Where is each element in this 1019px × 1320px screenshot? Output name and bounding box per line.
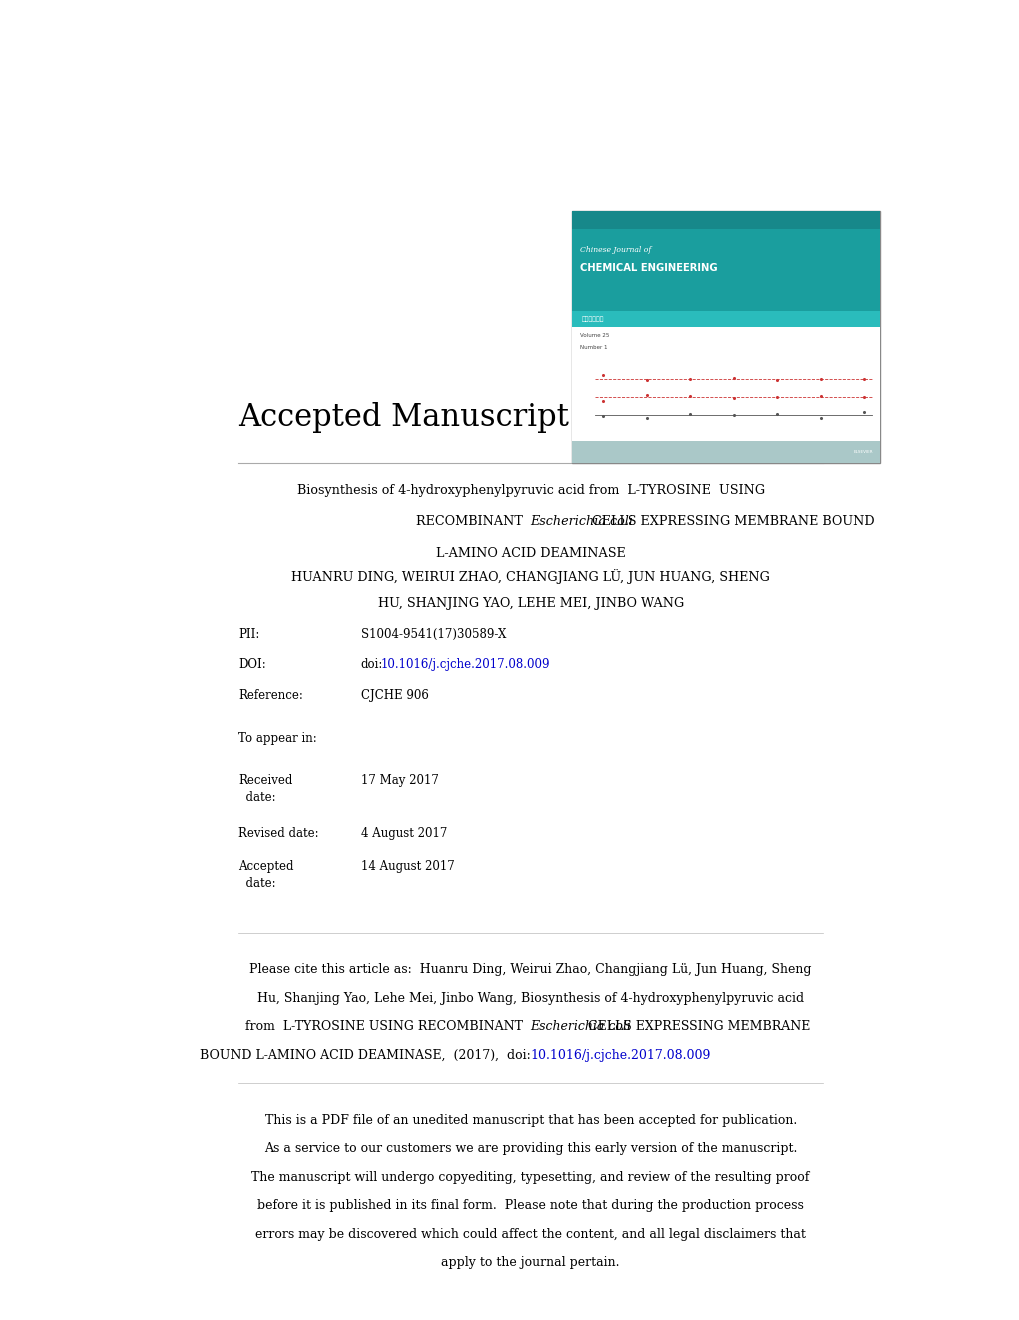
FancyBboxPatch shape <box>572 211 879 327</box>
Text: CELLS EXPRESSING MEMBRANE: CELLS EXPRESSING MEMBRANE <box>580 1020 810 1034</box>
Point <box>682 368 698 389</box>
Text: doi:: doi: <box>361 659 383 672</box>
FancyBboxPatch shape <box>572 441 879 463</box>
Text: To appear in:: To appear in: <box>238 731 317 744</box>
Text: The manuscript will undergo copyediting, typesetting, and review of the resultin: The manuscript will undergo copyediting,… <box>252 1171 809 1184</box>
Point <box>682 385 698 407</box>
Text: Biosynthesis of 4-hydroxyphenylpyruvic acid from  L-TYROSINE  USING: Biosynthesis of 4-hydroxyphenylpyruvic a… <box>297 483 764 496</box>
Text: 10.1016/j.cjche.2017.08.009: 10.1016/j.cjche.2017.08.009 <box>380 659 549 672</box>
Point <box>682 404 698 425</box>
Text: Accepted Manuscript: Accepted Manuscript <box>238 403 569 433</box>
FancyBboxPatch shape <box>572 310 879 327</box>
Text: Please cite this article as:  Huanru Ding, Weirui Zhao, Changjiang Lü, Jun Huang: Please cite this article as: Huanru Ding… <box>250 964 811 977</box>
Point <box>812 408 828 429</box>
Text: As a service to our customers we are providing this early version of the manuscr: As a service to our customers we are pro… <box>264 1142 797 1155</box>
Text: HU, SHANJING YAO, LEHE MEI, JINBO WANG: HU, SHANJING YAO, LEHE MEI, JINBO WANG <box>377 598 683 610</box>
Point <box>812 385 828 407</box>
Point <box>725 388 741 409</box>
Point <box>725 367 741 388</box>
Point <box>855 387 871 408</box>
Point <box>855 401 871 422</box>
Text: DOI:: DOI: <box>238 659 266 672</box>
Text: CHEMICAL ENGINEERING: CHEMICAL ENGINEERING <box>579 263 716 273</box>
Text: This is a PDF file of an unedited manuscript that has been accepted for publicat: This is a PDF file of an unedited manusc… <box>264 1114 796 1127</box>
Text: before it is published in its final form.  Please note that during the productio: before it is published in its final form… <box>257 1199 803 1212</box>
FancyBboxPatch shape <box>572 211 879 228</box>
Point <box>638 370 654 391</box>
Text: PII:: PII: <box>238 628 259 642</box>
Text: L-AMINO ACID DEAMINASE: L-AMINO ACID DEAMINASE <box>435 546 625 560</box>
Point <box>855 368 871 389</box>
Text: Chinese Journal of: Chinese Journal of <box>579 247 650 255</box>
Point <box>638 384 654 405</box>
Text: errors may be discovered which could affect the content, and all legal disclaime: errors may be discovered which could aff… <box>255 1228 805 1241</box>
FancyBboxPatch shape <box>572 327 879 463</box>
Text: 14 August 2017: 14 August 2017 <box>361 859 454 873</box>
Text: Received
  date:: Received date: <box>238 775 292 804</box>
Text: 17 May 2017: 17 May 2017 <box>361 775 438 787</box>
Text: 中国化工学报: 中国化工学报 <box>581 317 603 322</box>
Text: 4 August 2017: 4 August 2017 <box>361 828 446 841</box>
Text: Escherichia coli: Escherichia coli <box>530 515 633 528</box>
Text: BOUND L-AMINO ACID DEAMINASE,  (2017),  doi:: BOUND L-AMINO ACID DEAMINASE, (2017), do… <box>200 1049 530 1061</box>
Text: apply to the journal pertain.: apply to the journal pertain. <box>441 1257 620 1269</box>
Point <box>638 408 654 429</box>
Point <box>595 389 611 411</box>
Point <box>768 404 785 425</box>
Text: Reference:: Reference: <box>238 689 303 702</box>
Text: CJCHE 906: CJCHE 906 <box>361 689 428 702</box>
Point <box>595 364 611 385</box>
Text: Accepted
  date:: Accepted date: <box>238 859 293 890</box>
Point <box>768 370 785 391</box>
Text: Escherichia coli: Escherichia coli <box>530 1020 631 1034</box>
Text: HUANRU DING, WEIRUI ZHAO, CHANGJIANG LÜ, JUN HUANG, SHENG: HUANRU DING, WEIRUI ZHAO, CHANGJIANG LÜ,… <box>291 569 769 583</box>
Text: CELLS EXPRESSING MEMBRANE BOUND: CELLS EXPRESSING MEMBRANE BOUND <box>584 515 874 528</box>
Point <box>725 404 741 425</box>
Point <box>595 405 611 426</box>
Text: Hu, Shanjing Yao, Lehe Mei, Jinbo Wang, Biosynthesis of 4-hydroxyphenylpyruvic a: Hu, Shanjing Yao, Lehe Mei, Jinbo Wang, … <box>257 991 803 1005</box>
Text: S1004-9541(17)30589-X: S1004-9541(17)30589-X <box>361 628 505 642</box>
Text: Number 1: Number 1 <box>579 346 606 351</box>
Point <box>768 387 785 408</box>
Point <box>812 368 828 389</box>
Text: RECOMBINANT: RECOMBINANT <box>416 515 530 528</box>
Text: 10.1016/j.cjche.2017.08.009: 10.1016/j.cjche.2017.08.009 <box>530 1049 710 1061</box>
Text: Revised date:: Revised date: <box>238 828 319 841</box>
Text: from  L-TYROSINE USING RECOMBINANT: from L-TYROSINE USING RECOMBINANT <box>245 1020 530 1034</box>
Text: ELSEVIER: ELSEVIER <box>853 450 873 454</box>
Text: Volume 25: Volume 25 <box>579 334 608 338</box>
FancyBboxPatch shape <box>572 211 879 463</box>
